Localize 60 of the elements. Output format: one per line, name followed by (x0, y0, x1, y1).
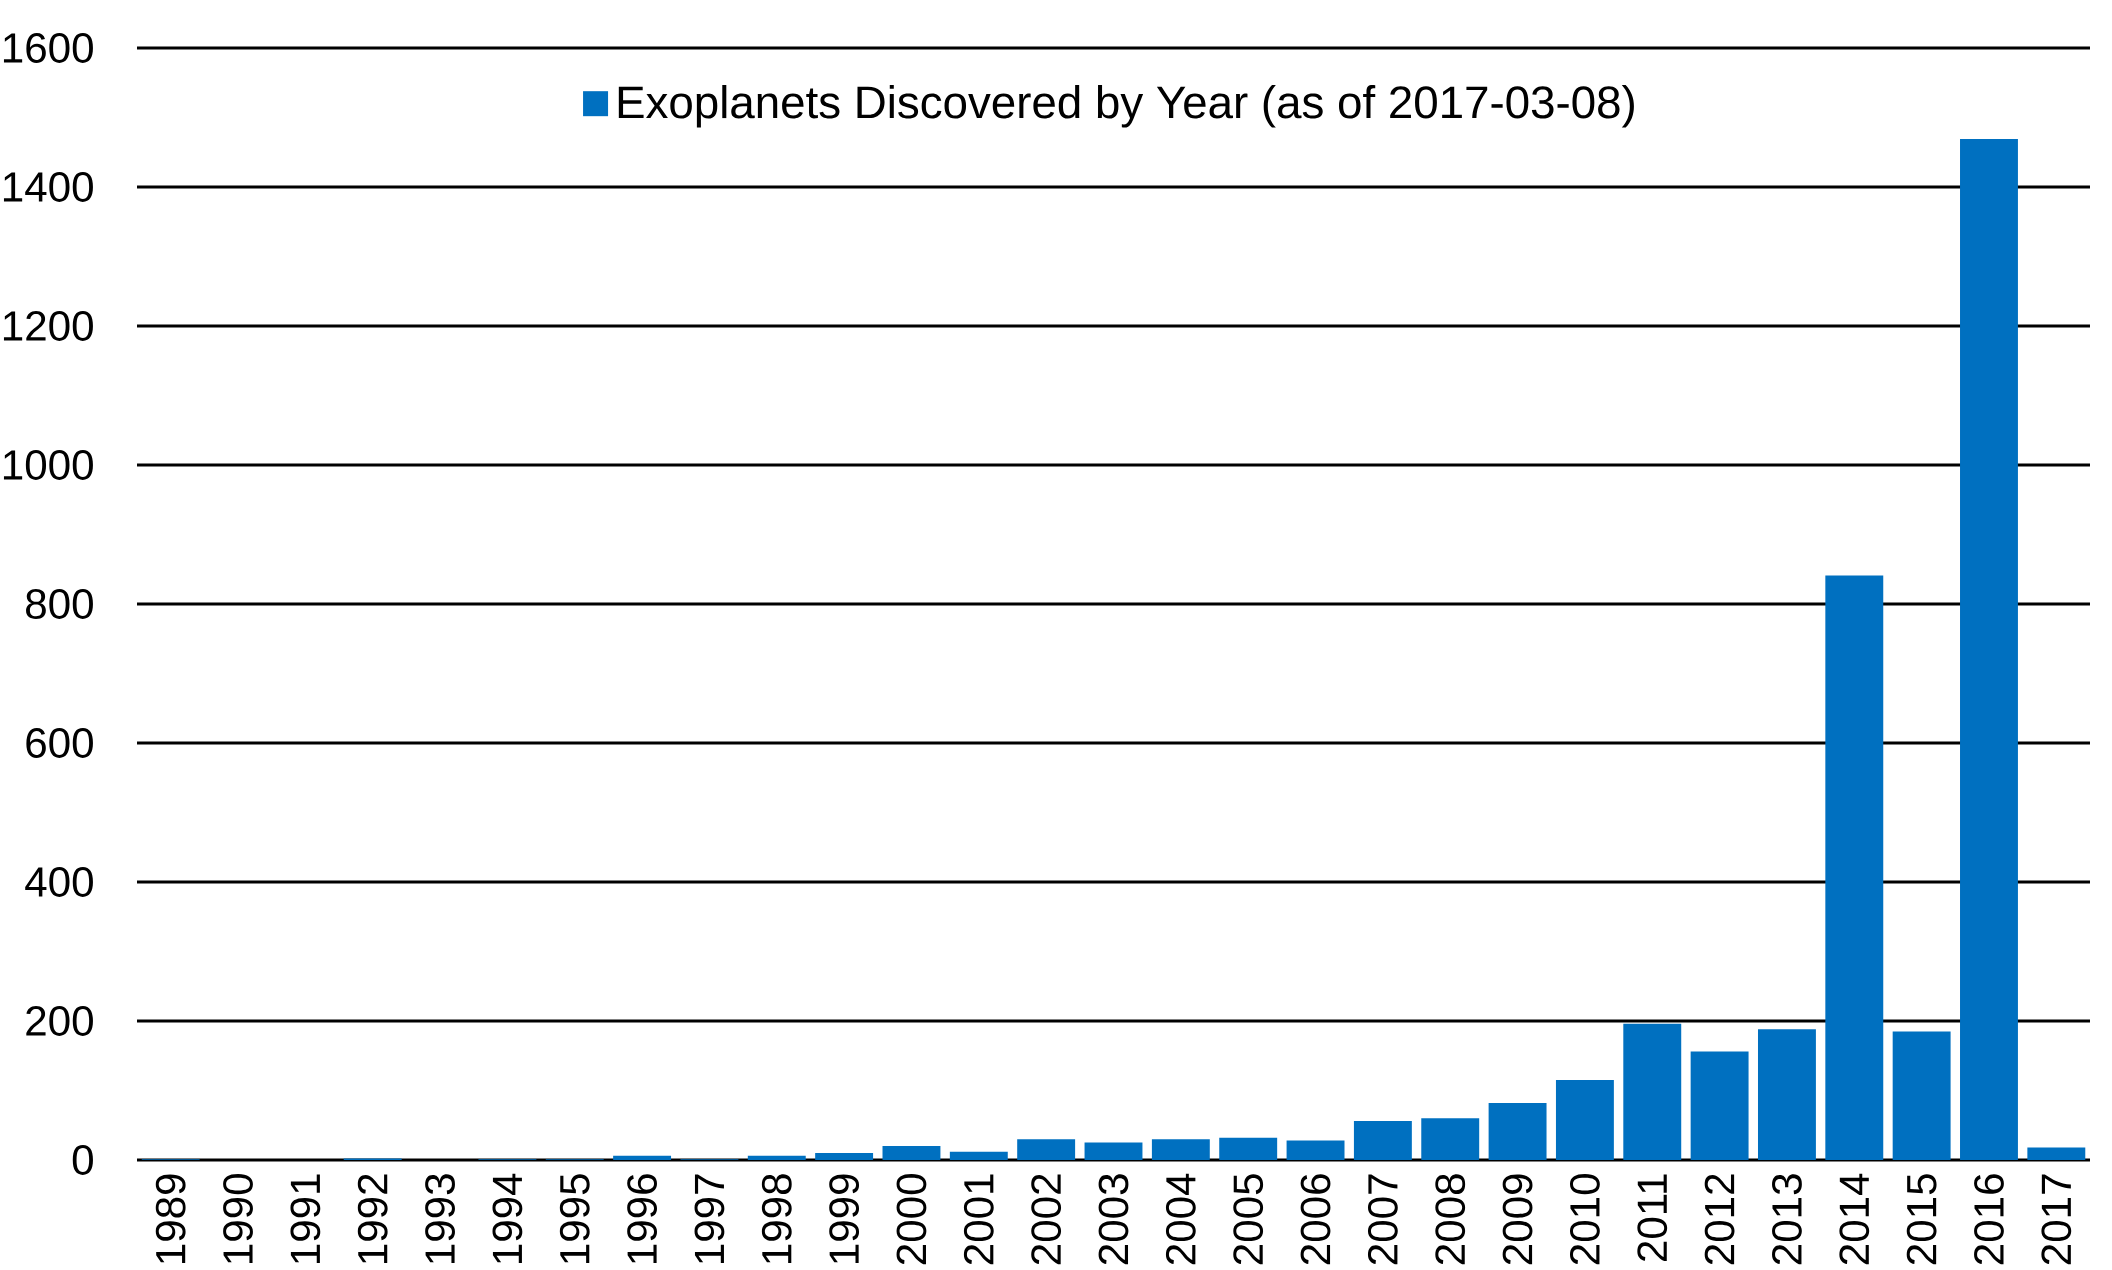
bar (815, 1153, 874, 1160)
x-tick-label: 2008 (1435, 1174, 1466, 1265)
x-tick-label: 2007 (1367, 1174, 1398, 1265)
x-tick-label: 2001 (963, 1174, 994, 1265)
y-tick-label: 800 (26, 589, 93, 619)
x-tick-label: 1990 (223, 1174, 253, 1264)
x-tick-label: 2005 (1233, 1174, 1264, 1265)
x-tick-label: 1994 (492, 1173, 523, 1264)
bar (1555, 1080, 1614, 1160)
bar (949, 1151, 1008, 1160)
bar (882, 1146, 941, 1160)
x-tick-label: 2013 (1772, 1174, 1802, 1265)
y-tick-label: 600 (26, 728, 93, 758)
x-tick-label: 2017 (2041, 1174, 2072, 1265)
x-tick-label: 2012 (1704, 1174, 1735, 1265)
y-tick-label: 1400 (3, 172, 93, 202)
x-tick-label: 1992 (357, 1174, 388, 1264)
x-tick-label: 2006 (1300, 1174, 1331, 1265)
x-tick-label: 2002 (1031, 1174, 1062, 1265)
x-tick-label: 1991 (290, 1174, 321, 1264)
bar (1421, 1118, 1480, 1160)
x-tick-label: 2015 (1906, 1174, 1937, 1265)
bar (2027, 1147, 2086, 1160)
bar (1353, 1121, 1412, 1160)
bar (1151, 1139, 1210, 1160)
x-tick-label: 2016 (1974, 1174, 2004, 1265)
x-tick-label: 1996 (627, 1174, 657, 1264)
y-tick-label: 1600 (3, 33, 93, 63)
bar (1757, 1029, 1816, 1160)
legend-label: Exoplanets Discovered by Year (as of 2017-03-08) (618, 84, 1634, 128)
x-tick-label: 2014 (1839, 1173, 1870, 1265)
y-tick-label: 1000 (3, 450, 93, 480)
x-tick-label: 2003 (1098, 1174, 1129, 1265)
bar (1017, 1139, 1076, 1160)
bar (613, 1155, 672, 1160)
x-tick-label: 2000 (896, 1174, 927, 1265)
bar (1219, 1137, 1278, 1160)
bar (1286, 1140, 1345, 1160)
bar (1892, 1031, 1951, 1160)
bar (1488, 1103, 1547, 1160)
y-tick-label: 400 (25, 867, 93, 897)
bar (1084, 1142, 1143, 1160)
x-tick-label: 1989 (155, 1174, 186, 1264)
y-tick-label: 1200 (3, 311, 93, 341)
x-tick-label: 1997 (694, 1174, 725, 1264)
bar (1623, 1023, 1682, 1160)
bar (1690, 1051, 1749, 1160)
y-tick-label: 200 (26, 1006, 93, 1036)
y-tick-label: 0 (72, 1145, 93, 1175)
x-tick-label: 1998 (761, 1174, 792, 1264)
x-tick-label: 2004 (1165, 1173, 1196, 1265)
x-tick-label: 1999 (829, 1174, 860, 1264)
bar (747, 1155, 806, 1160)
bar (1825, 575, 1884, 1160)
x-tick-label: 2011 (1637, 1174, 1668, 1261)
x-tick-label: 2010 (1570, 1174, 1600, 1265)
x-tick-label: 2009 (1502, 1174, 1533, 1265)
bar (1960, 139, 2018, 1160)
x-tick-label: 1995 (559, 1174, 590, 1264)
x-tick-label: 1993 (425, 1174, 455, 1264)
